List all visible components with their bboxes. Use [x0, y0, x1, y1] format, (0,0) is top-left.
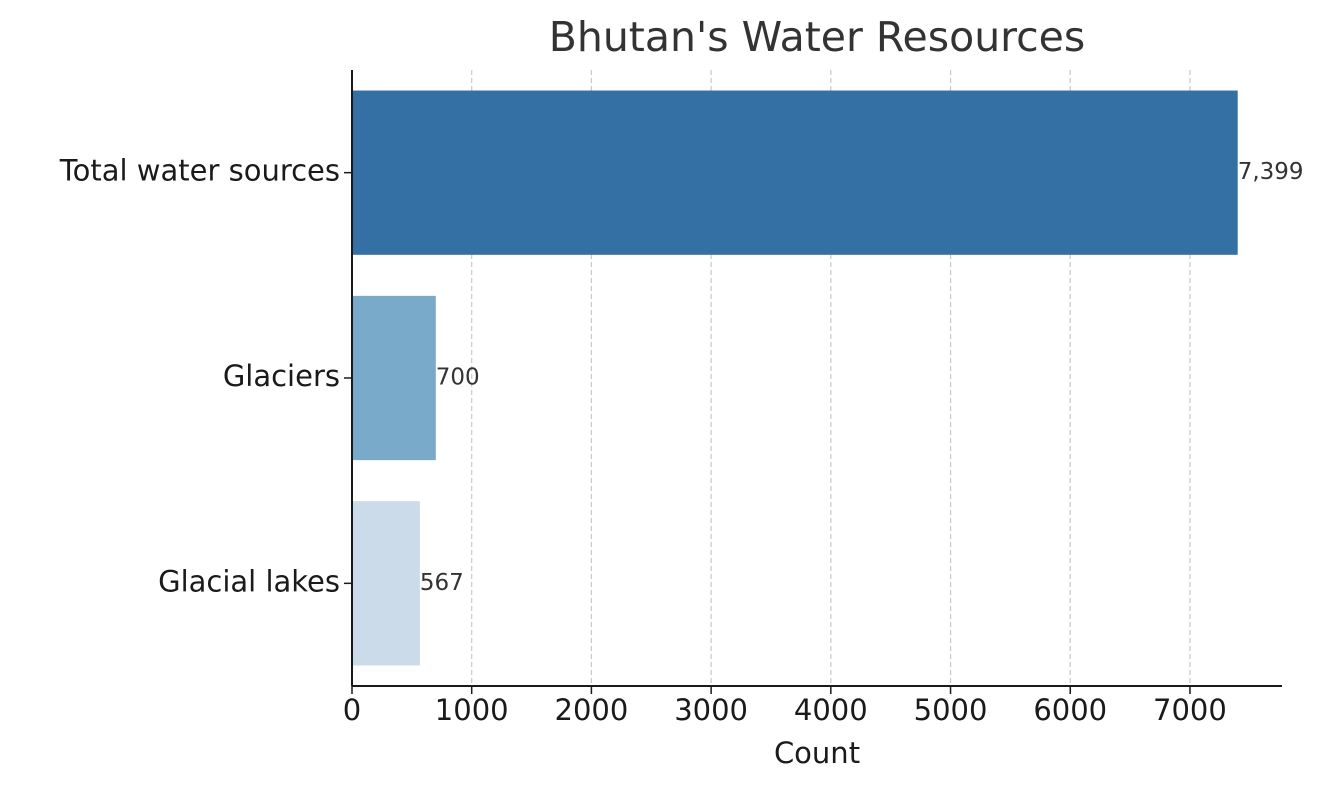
y-tick-label: Glaciers [223, 359, 340, 393]
x-tick-label: 2000 [555, 693, 629, 727]
bar [352, 295, 436, 461]
bar [352, 501, 420, 666]
x-tick-label: 5000 [914, 693, 988, 727]
value-label: 700 [436, 365, 480, 391]
y-tick-label: Glacial lakes [158, 564, 340, 598]
x-axis-label: Count [774, 736, 860, 770]
y-tick-label: Total water sources [59, 154, 340, 188]
x-tick-label: 1000 [435, 693, 509, 727]
chart-title: Bhutan's Water Resources [549, 13, 1086, 61]
x-tick-label: 3000 [674, 693, 748, 727]
x-tick-label: 7000 [1153, 693, 1227, 727]
bar [352, 90, 1238, 255]
value-label: 567 [420, 570, 464, 596]
x-tick-label: 4000 [794, 693, 868, 727]
x-tick-label: 6000 [1033, 693, 1107, 727]
value-label: 7,399 [1238, 159, 1304, 185]
x-tick-label: 0 [343, 693, 361, 727]
